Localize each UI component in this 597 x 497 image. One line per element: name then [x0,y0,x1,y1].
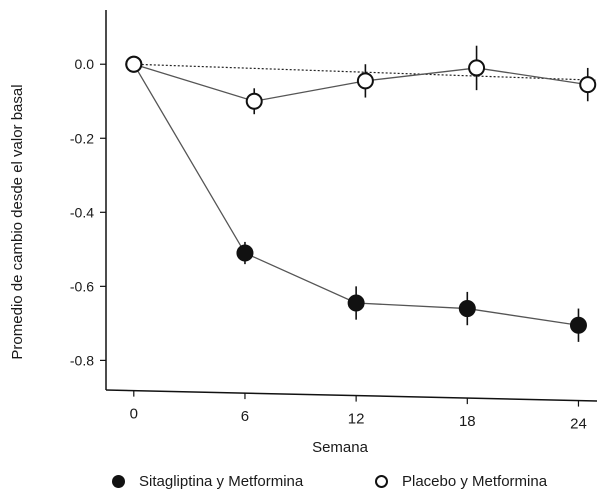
series-lines [134,64,588,325]
data-point-series-0 [459,301,475,317]
legend-label: Sitagliptina y Metformina [139,473,303,490]
data-point-series-1 [580,77,595,92]
x-tick-label: 24 [570,416,587,433]
y-tick-label: 0.0 [75,56,95,72]
filled-circle-icon [112,475,125,488]
y-axis-label: Promedio de cambio desde el valor basal [9,84,26,359]
data-points [126,56,595,333]
x-tick-label: 18 [459,413,476,430]
axes: 0.0 -0.2 -0.4 -0.6 -0.8 0 6 12 18 24 [70,10,597,433]
x-axis-line [106,390,597,401]
x-tick-label: 0 [130,406,138,423]
x-tick-label: 12 [348,411,365,428]
y-tick-label: -0.2 [70,130,94,146]
legend-item-placebo: Placebo y Metformina [375,470,547,492]
data-point-series-0 [348,295,364,311]
data-point-series-0 [570,317,586,333]
legend-item-sitagliptina: Sitagliptina y Metformina [112,470,303,492]
legend-label: Placebo y Metformina [402,473,547,490]
data-point-series-1 [126,57,141,72]
data-point-series-1 [358,73,373,88]
series-line-0 [134,64,579,325]
data-point-series-1 [469,60,484,75]
x-axis-label: Semana [312,439,369,456]
y-tick-label: -0.6 [70,278,94,294]
y-tick-label: -0.4 [70,204,94,220]
y-tick-label: -0.8 [70,352,94,368]
x-tick-label: 6 [241,408,249,425]
data-point-series-1 [247,94,262,109]
error-bars [245,46,588,342]
open-circle-icon [375,475,388,488]
data-point-series-0 [237,245,253,261]
